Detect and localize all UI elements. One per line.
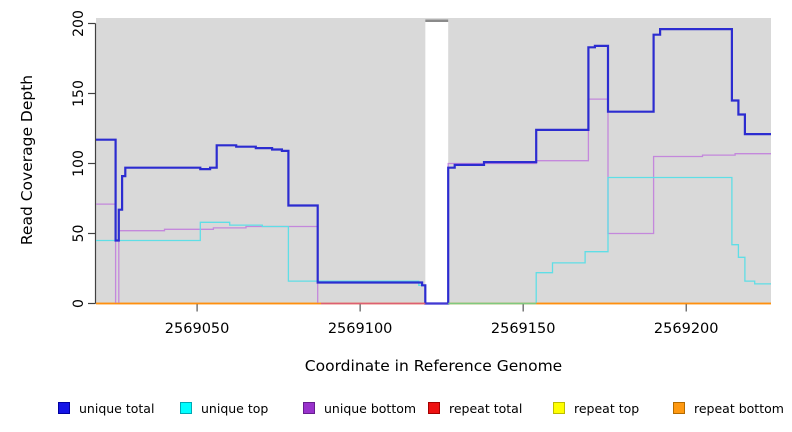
y-tick-label: 0 <box>71 299 87 308</box>
legend-label: unique bottom <box>324 400 417 416</box>
coverage-gap <box>425 22 449 304</box>
series-line-unique-top <box>96 176 771 305</box>
y-tick-label: 150 <box>71 80 87 107</box>
legend-label: repeat top <box>574 400 640 416</box>
legend-item-unique-top: unique top <box>180 399 268 417</box>
legend-label: repeat bottom <box>694 400 784 416</box>
legend-swatch-icon <box>673 402 685 414</box>
legend-swatch-icon <box>303 402 315 414</box>
y-tick-label: 200 <box>71 10 87 37</box>
legend-item-repeat-total: repeat total <box>428 399 522 417</box>
x-tick-label: 2569150 <box>491 321 556 337</box>
legend-item-unique-bottom: unique bottom <box>303 399 416 417</box>
x-tick-label: 2569100 <box>328 321 393 337</box>
legend-swatch-icon <box>553 402 565 414</box>
x-axis-title: Coordinate in Reference Genome <box>304 357 563 375</box>
series-line-unique-total <box>96 28 771 305</box>
legend: unique total unique top unique bottom repea… <box>0 399 792 421</box>
x-tick-label: 2569050 <box>165 321 230 337</box>
legend-label: unique total <box>79 400 155 416</box>
y-tick-label: 100 <box>71 150 87 177</box>
legend-label: repeat total <box>449 400 523 416</box>
coverage-gap-cap <box>425 19 449 22</box>
legend-swatch-icon <box>58 402 70 414</box>
x-tick-label: 2569200 <box>654 321 719 337</box>
legend-swatch-icon <box>428 402 440 414</box>
legend-swatch-icon <box>180 402 192 414</box>
y-axis-title: Read Coverage Depth <box>18 74 36 246</box>
legend-label: unique top <box>201 400 269 416</box>
y-tick-label: 50 <box>71 225 87 243</box>
legend-item-unique-total: unique total <box>58 399 154 417</box>
legend-item-repeat-bottom: repeat bottom <box>673 399 784 417</box>
legend-item-repeat-top: repeat top <box>553 399 639 417</box>
